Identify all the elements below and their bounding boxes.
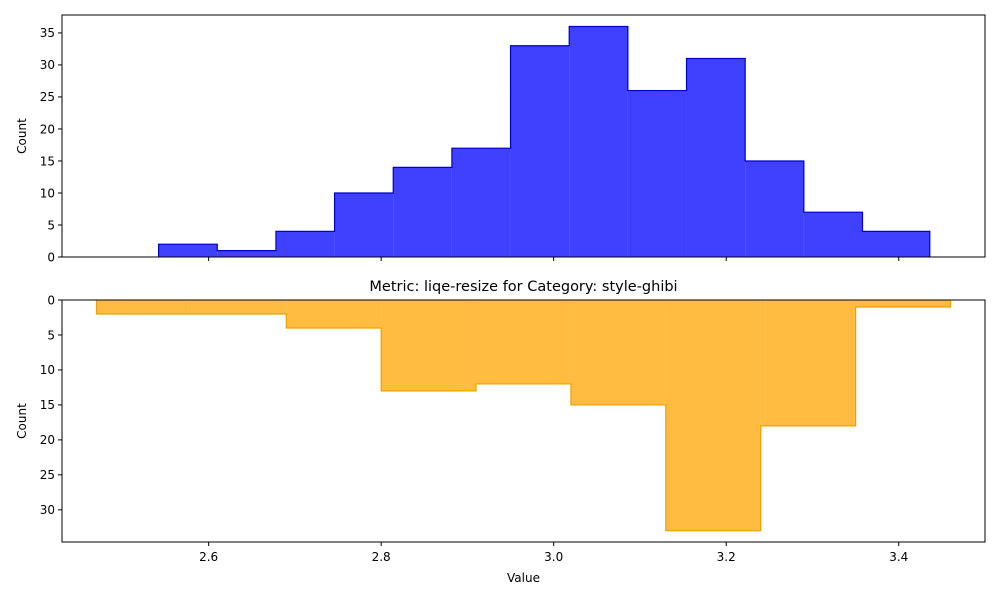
- y-tick-label: 5: [47, 328, 55, 342]
- histogram-bar: [286, 300, 382, 328]
- y-tick-label: 0: [47, 293, 55, 307]
- y-tick-label: 30: [40, 58, 55, 72]
- top-histogram-y-ticks: 0 5 10 15 20 25 30 35: [40, 26, 62, 264]
- histogram-bar: [627, 90, 687, 257]
- bottom-histogram-plot-area: [95, 300, 952, 532]
- x-tick-label: 3.2: [717, 550, 736, 564]
- histogram-bar: [665, 300, 761, 531]
- top-histogram-x-ticks: [208, 257, 900, 261]
- histogram-step-outline: [95, 300, 952, 532]
- x-tick-label: 3.0: [544, 550, 563, 564]
- y-tick-label: 25: [40, 90, 55, 104]
- histogram-bar: [570, 300, 666, 405]
- x-tick-label: 2.8: [372, 550, 391, 564]
- y-tick-label: 30: [40, 503, 55, 517]
- y-tick-label: 5: [47, 218, 55, 232]
- histogram-bar: [451, 148, 511, 257]
- histogram-bar: [393, 167, 452, 257]
- histogram-bar: [760, 300, 856, 426]
- top-histogram-frame: [61, 14, 986, 258]
- x-tick-label: 2.6: [199, 550, 218, 564]
- top-histogram-plot-area: [158, 25, 931, 258]
- histogram-bar: [191, 300, 287, 314]
- histogram-bar: [381, 300, 477, 391]
- top-histogram-y-axis-label: Count: [15, 118, 29, 154]
- y-tick-label: 0: [47, 250, 55, 264]
- y-tick-label: 20: [40, 433, 55, 447]
- histogram-bar: [510, 45, 570, 257]
- histogram-bar: [745, 160, 804, 257]
- x-tick-label: 3.4: [889, 550, 908, 564]
- bottom-histogram-title: Metric: liqe-resize for Category: style-…: [369, 279, 677, 295]
- histogram-step-outline: [158, 25, 931, 257]
- histogram-bar: [803, 212, 863, 257]
- y-tick-label: 35: [40, 26, 55, 40]
- y-tick-label: 10: [40, 363, 55, 377]
- histogram-bar: [217, 250, 276, 257]
- bottom-histogram-y-axis-label: Count: [15, 403, 29, 439]
- histogram-bar: [569, 26, 628, 258]
- histogram-bar: [862, 231, 930, 257]
- bottom-histogram-x-axis-label: Value: [507, 571, 540, 585]
- histogram-bar: [96, 300, 192, 314]
- bottom-histogram-chart: 0 5 10 15 20 25 30 2.6 2.8 3.0 3.2 3.4 Metric: liq…: [15, 279, 986, 585]
- y-tick-label: 15: [40, 154, 55, 168]
- histogram-bar: [334, 192, 394, 257]
- bottom-histogram-x-ticks: 2.6 2.8 3.0 3.2 3.4: [199, 542, 908, 564]
- histogram-bar: [476, 300, 571, 384]
- histogram-bar: [855, 300, 951, 307]
- y-tick-label: 15: [40, 398, 55, 412]
- histogram-bar: [275, 231, 335, 257]
- bottom-histogram-y-ticks: 0 5 10 15 20 25 30: [40, 293, 62, 517]
- y-tick-label: 25: [40, 468, 55, 482]
- y-tick-label: 20: [40, 122, 55, 136]
- top-histogram-chart: 0 5 10 15 20 25 30 35 Count: [15, 14, 986, 264]
- histogram-bar: [686, 58, 746, 257]
- histogram-bar: [158, 244, 218, 257]
- y-tick-label: 10: [40, 186, 55, 200]
- bottom-histogram-frame: [61, 299, 986, 543]
